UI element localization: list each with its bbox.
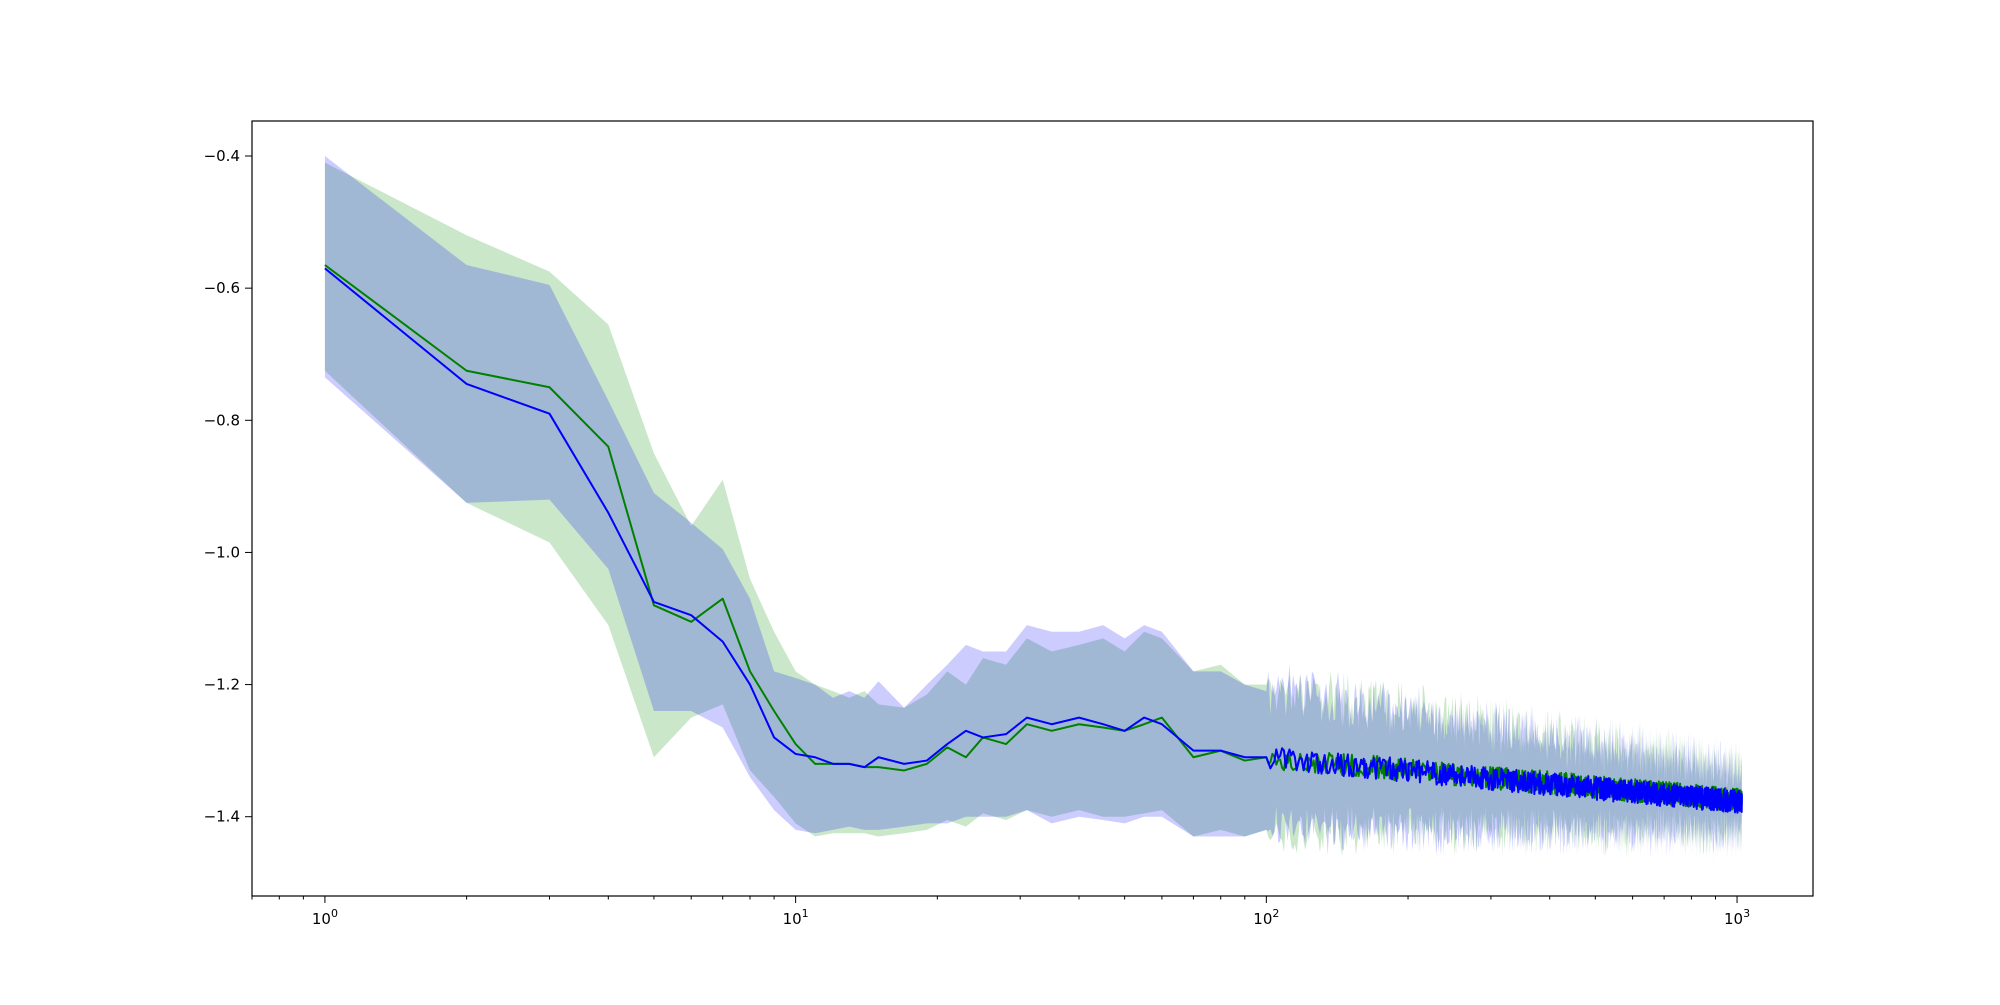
x-tick-label: 101 (783, 907, 809, 928)
y-tick-label: −0.6 (204, 279, 240, 297)
band-2 (324, 156, 1742, 862)
plot-frame (251, 120, 1814, 897)
y-tick-label: −0.8 (204, 411, 240, 429)
confidence-bands (324, 156, 1742, 862)
x-tick-label: 103 (1724, 907, 1750, 928)
y-tick-label: −1.2 (204, 676, 240, 694)
series-lines (324, 264, 1743, 814)
x-tick-label: 102 (1253, 907, 1279, 928)
series-line-2 (324, 267, 1743, 814)
x-tick-label: 100 (312, 907, 338, 928)
y-axis-ticks: −0.4 −0.6 −0.8 −1.0 −1.2 −1.4 (204, 147, 252, 826)
x-axis-ticks: 100 101 102 103 (251, 896, 1750, 928)
y-tick-label: −1.4 (204, 808, 240, 826)
band-1 (324, 162, 1742, 860)
y-tick-label: −1.0 (204, 543, 240, 561)
y-tick-label: −0.4 (204, 147, 240, 165)
